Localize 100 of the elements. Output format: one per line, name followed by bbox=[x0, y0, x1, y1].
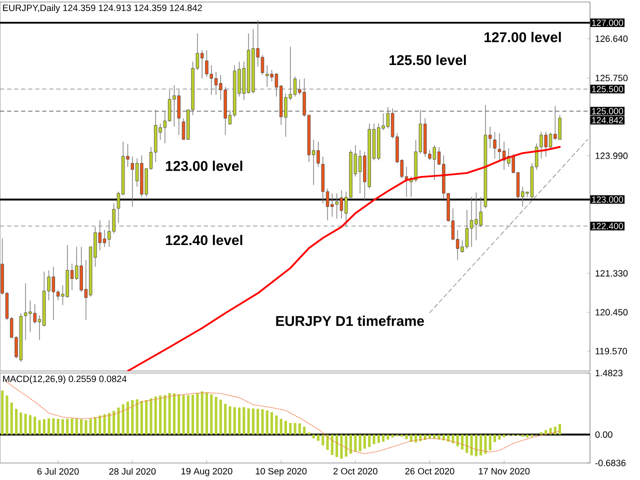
candlestick bbox=[493, 132, 496, 159]
bar bbox=[70, 418, 74, 435]
bar bbox=[192, 394, 194, 435]
bar bbox=[164, 395, 166, 435]
bar bbox=[474, 434, 478, 456]
x-tick-label: 17 Nov 2020 bbox=[478, 468, 530, 474]
bar bbox=[24, 414, 27, 435]
bar bbox=[228, 406, 232, 435]
text: 124.842 bbox=[592, 117, 623, 124]
bar bbox=[266, 410, 268, 435]
bar bbox=[554, 426, 556, 435]
bar bbox=[89, 418, 92, 435]
x-tick-label: 26 Oct 2020 bbox=[405, 468, 454, 474]
bar bbox=[275, 415, 278, 435]
bar bbox=[178, 394, 180, 435]
ref-line-label: 127.000 bbox=[592, 20, 624, 26]
bar bbox=[284, 420, 287, 435]
bar bbox=[498, 434, 501, 440]
bar bbox=[233, 407, 236, 435]
bar bbox=[270, 412, 274, 435]
bar bbox=[460, 434, 464, 450]
bar bbox=[154, 396, 157, 435]
x-tick-label: 10 Sep 2020 bbox=[256, 468, 307, 476]
bar bbox=[480, 434, 482, 456]
bar bbox=[136, 399, 138, 435]
bar bbox=[98, 415, 102, 435]
chart-title: EURJPY,Daily 124.359 124.913 124.359 124.842 bbox=[3, 4, 202, 13]
bar bbox=[549, 428, 552, 435]
bar bbox=[20, 412, 22, 435]
annotation: EURJPY D1 timeframe bbox=[276, 316, 424, 326]
bar bbox=[28, 415, 32, 435]
bar bbox=[108, 412, 110, 435]
bar bbox=[488, 434, 492, 450]
bar bbox=[38, 420, 41, 435]
bar bbox=[298, 423, 301, 435]
bar bbox=[103, 414, 106, 435]
bar bbox=[168, 393, 171, 435]
bar bbox=[117, 408, 120, 435]
annotation: 125.50 level bbox=[390, 54, 466, 66]
ref-line-label: 123.000 bbox=[592, 196, 624, 203]
bar bbox=[470, 434, 473, 456]
bar bbox=[159, 396, 162, 435]
bar bbox=[452, 434, 454, 444]
ref-line-label: 125.500 bbox=[592, 86, 624, 92]
bar bbox=[61, 419, 64, 435]
bar bbox=[340, 434, 343, 459]
bar bbox=[196, 393, 199, 435]
y-tick-label: 125.750 bbox=[596, 74, 628, 82]
bar bbox=[382, 434, 385, 442]
bar bbox=[363, 434, 366, 449]
bar bbox=[34, 416, 36, 435]
bar bbox=[140, 400, 143, 435]
bar bbox=[172, 393, 176, 435]
bar bbox=[386, 434, 390, 440]
bar bbox=[484, 434, 487, 454]
bar bbox=[442, 434, 445, 440]
bar bbox=[280, 418, 282, 435]
bar bbox=[526, 434, 529, 438]
bar bbox=[330, 434, 334, 455]
bar bbox=[410, 434, 412, 442]
bar bbox=[414, 434, 418, 442]
bar bbox=[294, 422, 296, 435]
bar bbox=[224, 404, 227, 435]
bar bbox=[466, 434, 468, 453]
y-tick-label: 120.450 bbox=[596, 309, 628, 316]
ref-line-label: 125.000 bbox=[592, 108, 624, 114]
bar bbox=[354, 434, 357, 452]
bar bbox=[131, 400, 134, 435]
bar bbox=[247, 408, 250, 435]
chart-title: MACD(12,26,9) 0.2559 0.0824 bbox=[3, 375, 127, 384]
bar bbox=[182, 395, 185, 435]
bar bbox=[122, 404, 124, 435]
bar bbox=[14, 408, 18, 435]
bar bbox=[256, 408, 260, 435]
bar bbox=[56, 418, 60, 435]
bar bbox=[456, 434, 459, 446]
x-tick-label: 19 Aug 2020 bbox=[182, 468, 232, 476]
bar bbox=[52, 418, 55, 435]
bar bbox=[405, 434, 408, 440]
bar bbox=[238, 408, 241, 435]
y-tick-label: -0.6836 bbox=[595, 460, 626, 466]
bar bbox=[372, 434, 376, 444]
bar bbox=[368, 434, 371, 448]
bar bbox=[66, 418, 69, 435]
bar bbox=[312, 434, 315, 438]
bar bbox=[1, 390, 4, 435]
y-tick-label: 119.570 bbox=[596, 348, 627, 354]
y-tick-label: 1.4823 bbox=[596, 370, 623, 376]
bar bbox=[540, 432, 543, 435]
ref-line-label: 122.400 bbox=[592, 222, 624, 230]
bar bbox=[326, 434, 329, 450]
bar bbox=[336, 434, 338, 458]
bar bbox=[493, 434, 496, 442]
bar bbox=[261, 409, 264, 435]
bar bbox=[84, 420, 88, 435]
bar bbox=[303, 426, 306, 435]
bar bbox=[10, 402, 13, 435]
bar bbox=[205, 392, 208, 435]
bar bbox=[316, 434, 320, 441]
y-tick-label: 123.990 bbox=[596, 152, 628, 160]
